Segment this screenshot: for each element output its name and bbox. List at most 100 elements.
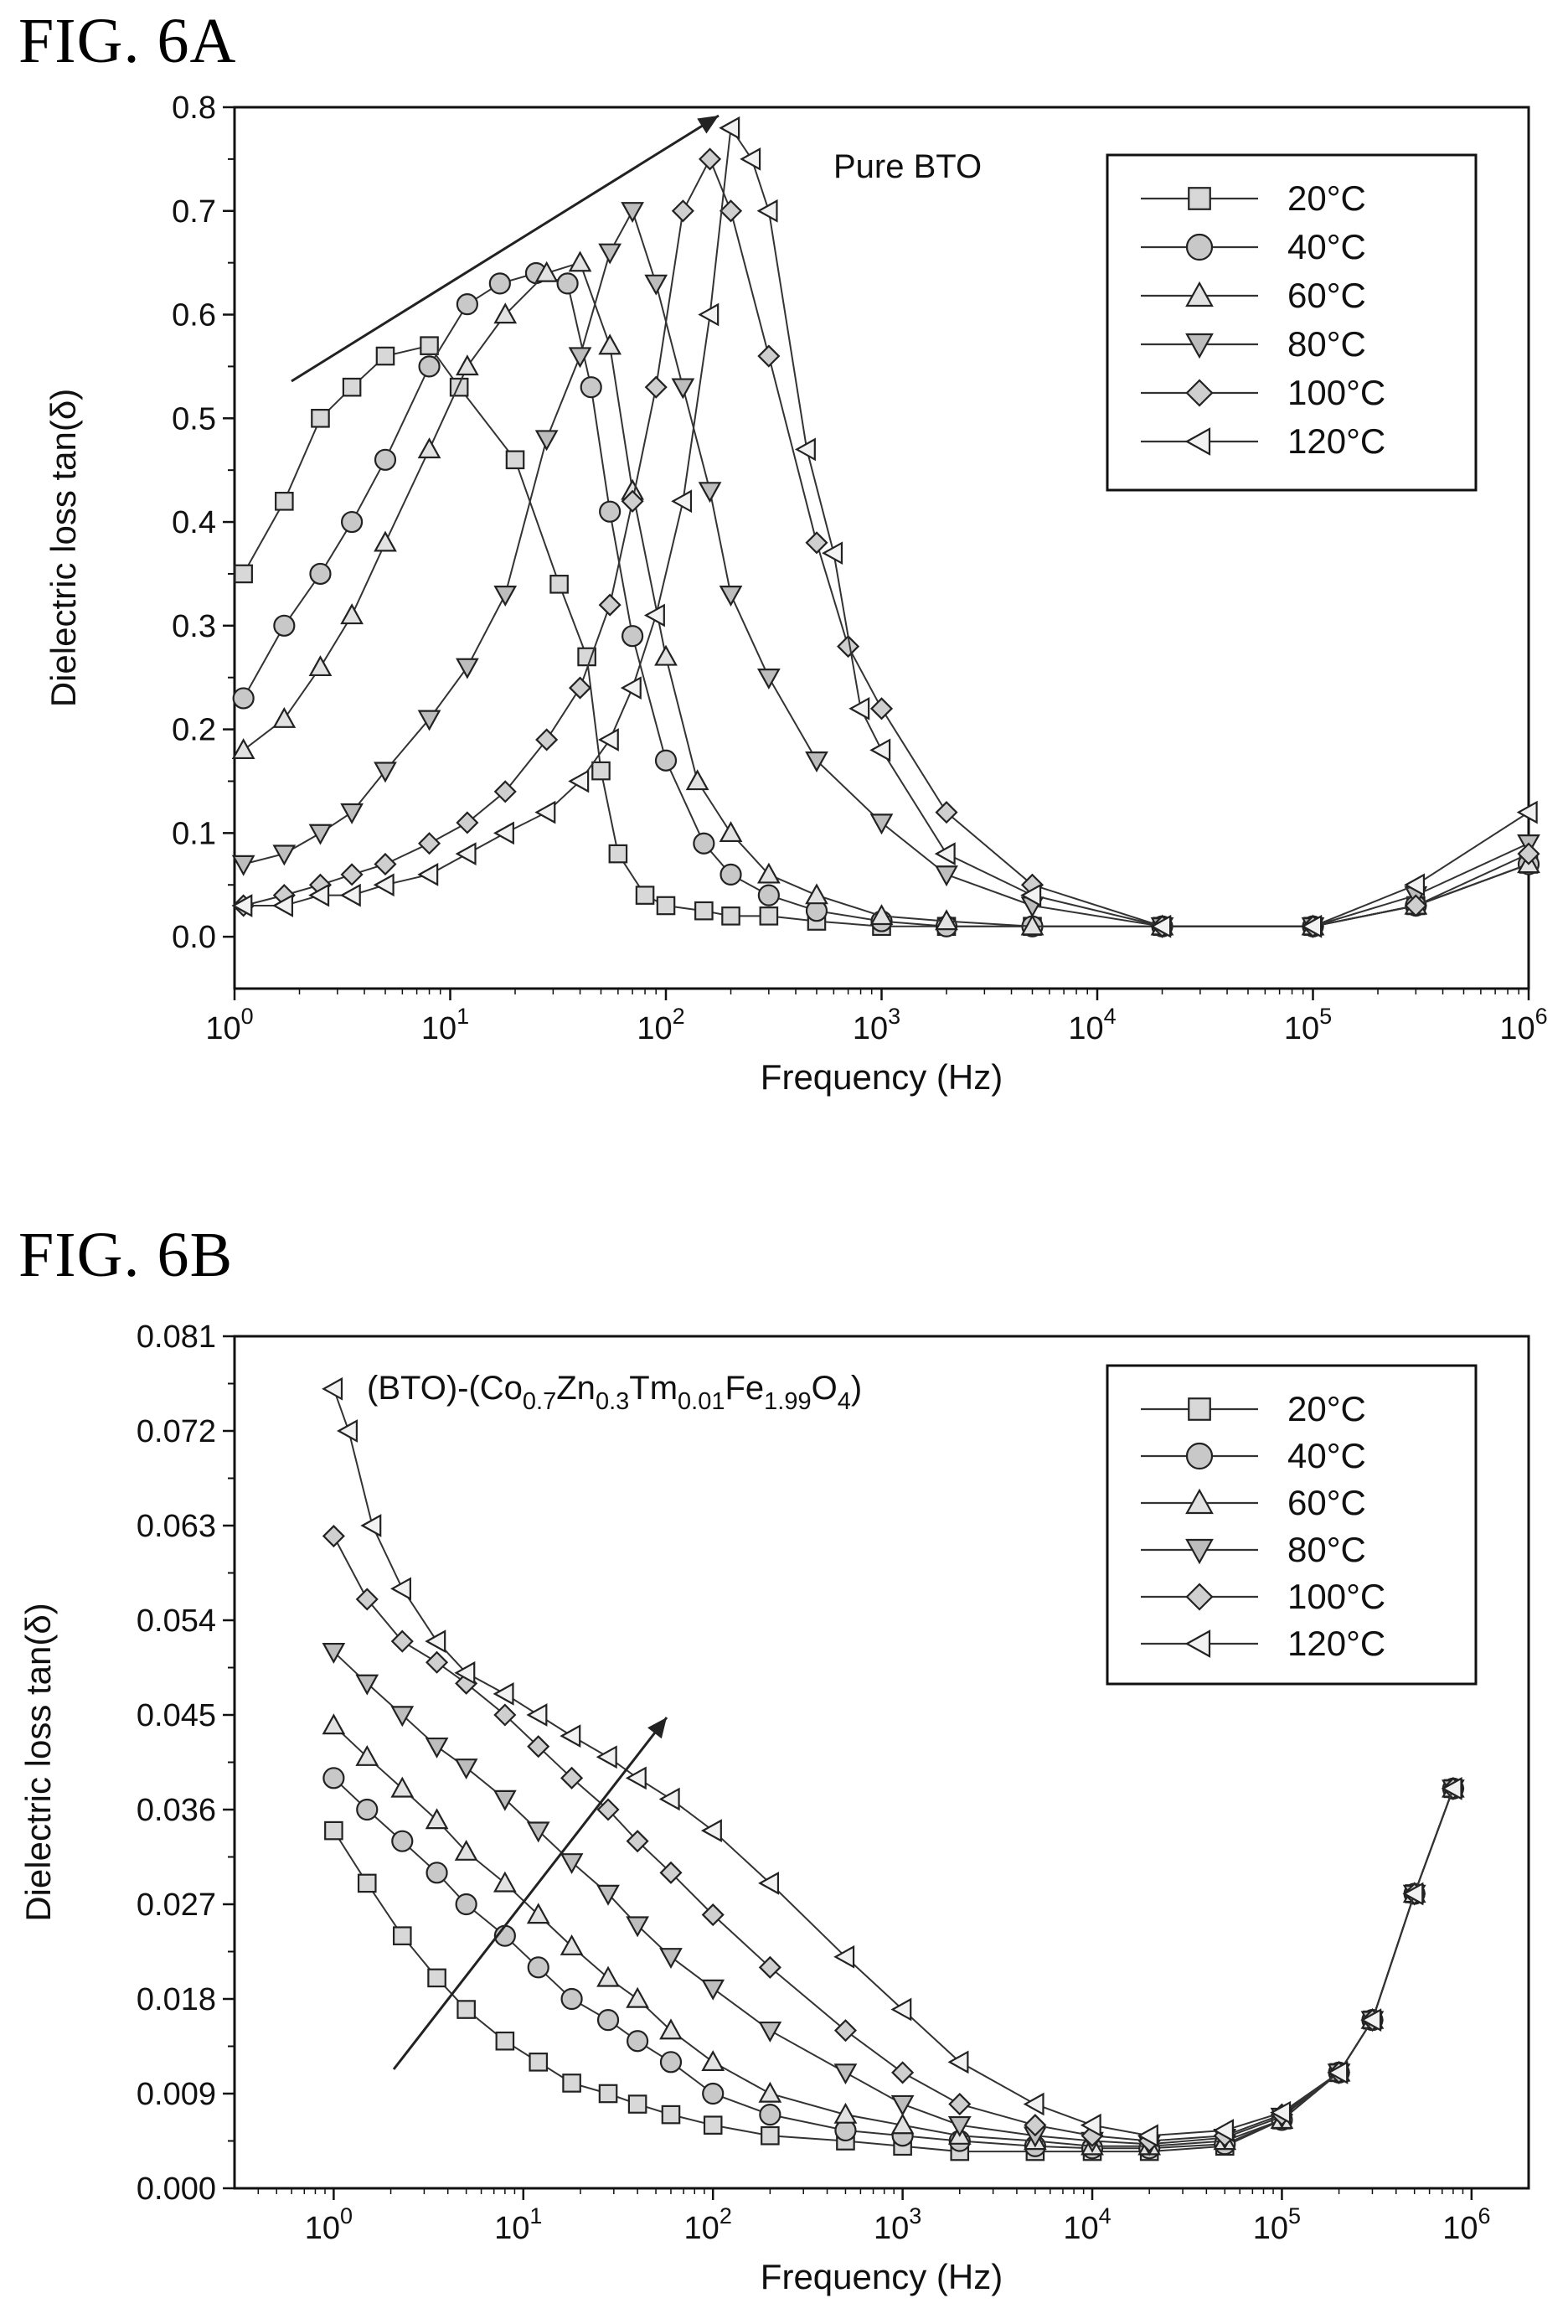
data-point [390,1629,414,1653]
data-point [661,2105,681,2125]
data-point [935,865,958,887]
data-point [626,1986,649,2008]
series-line [333,1650,1454,2146]
data-point [701,1979,725,2001]
series-120°C [322,1376,1462,2148]
data-point [505,450,525,470]
data-point [597,728,619,751]
data-point [1516,800,1538,824]
data-point [948,2092,972,2116]
data-point [694,901,714,921]
data-point [685,769,709,791]
data-point [340,510,364,534]
data-point [758,2021,782,2043]
data-point [560,1766,584,1789]
data-point [596,1798,620,1821]
data-point [560,1724,581,1748]
data-point [599,500,622,523]
series-120°C [231,116,1538,938]
data-point [758,2081,782,2103]
data-point [719,116,740,140]
data-point [488,272,511,295]
data-point [700,1819,722,1842]
data-point [535,728,559,751]
data-point [596,1965,620,1987]
data-point [805,883,828,905]
x-tick-label: 101 [494,2203,542,2246]
data-point [1020,883,1042,907]
data-point [822,541,843,566]
x-tick-label: 104 [1063,2203,1111,2246]
data-point [1137,2124,1158,2148]
data-point [425,1808,449,1830]
data-point [701,2050,725,2072]
data-point [794,437,816,462]
data-point [833,2019,858,2043]
data-point [374,448,397,471]
data-point [417,437,441,459]
data-point [231,855,255,876]
data-point [805,531,828,555]
data-point [568,769,590,793]
data-point [390,1776,415,1798]
x-tick-label: 102 [684,2203,732,2246]
data-point [493,780,517,803]
data-point [560,1987,583,2011]
data-point [311,408,330,428]
data-point [756,669,781,689]
data-point [701,1903,725,1927]
data-point [454,1660,476,1685]
data-point [493,1789,517,1811]
data-point [373,873,395,897]
data-point [272,894,294,917]
data-point [427,1968,446,1988]
data-point [721,906,740,926]
data-point [833,1944,855,1969]
data-point [580,376,602,399]
y-tick-label: 0.5 [172,401,216,436]
data-point [654,644,678,666]
legend-marker [1188,187,1211,210]
data-point [340,603,364,625]
series-line [243,261,1529,927]
data-point [702,2082,725,2105]
data-point [232,687,255,710]
data-point [761,2125,780,2146]
trend-arrow-line [291,114,720,383]
data-point [627,2030,649,2053]
data-point [1080,2113,1101,2137]
data-point [698,482,722,504]
series-20°C [324,1779,1463,2161]
data-point [456,811,479,834]
data-point [426,1862,448,1884]
legend-marker [1184,1629,1211,1658]
data-point [1024,2114,1047,2137]
data-point [947,2115,972,2137]
data-point [671,489,693,514]
data-point [759,2104,781,2126]
y-tick-label: 0.0 [172,920,216,955]
y-tick-label: 0.018 [137,1982,216,2017]
data-point [568,676,592,700]
legend-marker [1185,1488,1214,1515]
legend-label: 40°C [1287,227,1366,266]
data-point [598,333,622,355]
data-point [374,762,397,783]
data-point [375,346,395,366]
data-point [534,430,559,452]
data-point [417,832,441,855]
y-tick-label: 0.027 [137,1888,216,1923]
data-point [534,800,556,824]
data-point [493,821,514,845]
data-point [756,199,778,223]
data-point [757,344,781,368]
y-tick-label: 0.1 [172,816,216,851]
data-point [620,676,642,700]
data-point [643,603,665,627]
data-point [699,147,722,171]
data-point [848,696,870,720]
data-point [418,355,441,378]
legend-label: 120°C [1287,421,1385,461]
figure-label-6a: FIG. 6A [18,6,237,76]
data-point [493,1703,517,1727]
